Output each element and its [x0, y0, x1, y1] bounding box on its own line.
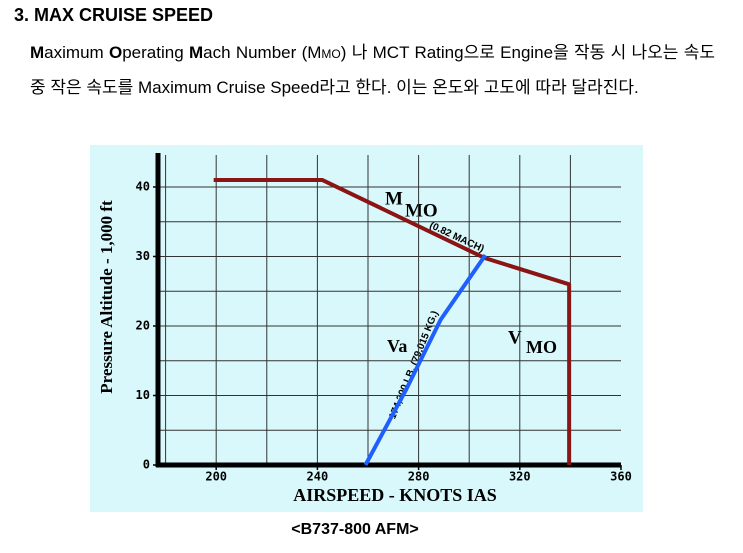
- caption: <B737-800 AFM>: [291, 521, 419, 538]
- paragraph: Maximum Operating Mach Number (MMO) 나 MC…: [30, 36, 715, 105]
- text-run: ach Number (M: [203, 43, 322, 62]
- y-tick-label: 40: [136, 179, 150, 193]
- data-line: [363, 253, 488, 466]
- y-tick-label: 0: [143, 458, 150, 472]
- heading: 3. MAX CRUISE SPEED: [14, 5, 214, 25]
- x-tick-label: 360: [610, 470, 632, 484]
- text-run: perating: [122, 43, 189, 62]
- y-tick-label: 10: [136, 388, 150, 402]
- y-tick-label: 30: [136, 249, 150, 263]
- annotation: Va: [387, 336, 407, 356]
- text-run: O: [108, 43, 123, 62]
- y-tick-label: 20: [136, 318, 150, 332]
- x-tick-label: 320: [509, 470, 531, 484]
- annotation: MO: [526, 337, 557, 357]
- text-run: ) 나 MCT Rating으로 Engine을 작동 시 나오는 속도 중 작…: [30, 43, 716, 97]
- chart-background: [90, 145, 643, 512]
- text-run: MO: [321, 47, 341, 61]
- annotation: V: [508, 327, 522, 348]
- chart: Pressure Altitude - 1,000 ft AIRSPEED - …: [90, 145, 643, 512]
- text-run: aximum: [44, 43, 109, 62]
- x-axis-label: AIRSPEED - KNOTS IAS: [293, 485, 497, 505]
- text-run: M: [30, 43, 45, 62]
- annotation: M: [385, 188, 403, 209]
- x-tick-label: 240: [307, 470, 329, 484]
- x-tick-label: 280: [408, 470, 430, 484]
- annotation: MO: [405, 200, 438, 221]
- x-tick-label: 200: [205, 470, 227, 484]
- y-axis-label: Pressure Altitude - 1,000 ft: [97, 200, 116, 394]
- text-run: M: [188, 43, 204, 62]
